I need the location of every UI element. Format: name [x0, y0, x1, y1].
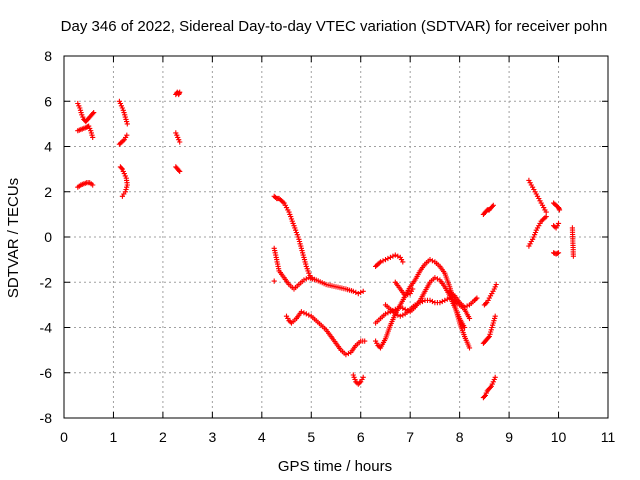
data-point-group-arc_g — [173, 89, 183, 98]
y-tick-label: -2 — [40, 274, 53, 290]
y-tick-label: 4 — [44, 139, 52, 155]
data-point-group-arc_u — [480, 202, 496, 217]
y-tick-label: 0 — [44, 229, 52, 245]
x-tick-label: 0 — [60, 429, 68, 445]
data-point-group-arc_y — [526, 177, 549, 215]
y-tick-label: -4 — [40, 320, 53, 336]
data-point-group-arc_h — [173, 130, 183, 145]
data-point-group-arc_aa — [551, 200, 563, 213]
y-tick-label: 8 — [44, 48, 52, 64]
data-point-group-arc_v — [481, 281, 499, 308]
x-tick-label: 4 — [258, 429, 266, 445]
data-point-group-arc_j — [271, 193, 314, 281]
x-tick-label: 1 — [110, 429, 118, 445]
x-tick-label: 6 — [357, 429, 365, 445]
data-point-group-arc_ac — [551, 250, 562, 257]
chart-title: Day 346 of 2022, Sidereal Day-to-day VTE… — [61, 18, 608, 35]
data-point-group-arc_b — [75, 123, 96, 140]
data-point-group-arc_c — [75, 180, 96, 190]
y-tick-label: 6 — [44, 93, 52, 109]
data-point-group-arc_ad — [569, 225, 576, 259]
grid-layer — [64, 56, 608, 418]
data-point-group-arc_m — [283, 309, 368, 358]
y-tick-label: -8 — [40, 410, 53, 426]
data-point-group-arc_z — [526, 214, 549, 249]
x-tick-label: 2 — [159, 429, 167, 445]
data-point-group-arc_i — [173, 164, 183, 174]
data-point-group-arc_n — [350, 372, 366, 387]
y-axis-label: SDTVAR / TECUs — [5, 178, 22, 298]
data-point-group-arc_t — [447, 288, 480, 310]
data-point-group-arc_k — [271, 245, 366, 297]
data-marks — [75, 89, 576, 401]
x-axis-label: GPS time / hours — [278, 458, 392, 475]
data-point-group-arc_d — [116, 98, 130, 127]
x-tick-label: 7 — [406, 429, 414, 445]
data-point-group-arc_l — [271, 278, 277, 284]
y-tick-label: 2 — [44, 184, 52, 200]
data-point-group-arc_w — [480, 313, 498, 346]
x-tick-label: 5 — [307, 429, 315, 445]
data-point-group-arc_ab — [551, 220, 562, 231]
x-tick-label: 9 — [505, 429, 513, 445]
data-point-group-arc_f — [117, 164, 130, 199]
axis-layer: 0 1 2 3 4 5 6 7 8 9 10 11 8 6 4 2 0 -2 -4 -6 -8 — [40, 48, 616, 445]
data-point-group-arc_e — [116, 132, 130, 147]
data-point-group-arc_o — [373, 252, 406, 269]
x-tick-label: 8 — [456, 429, 464, 445]
x-tick-label: 11 — [601, 429, 616, 445]
x-tick-label: 3 — [208, 429, 216, 445]
data-point-group-arc_x — [480, 374, 498, 401]
x-tick-label: 10 — [551, 429, 567, 445]
data-point-group-arc_a — [75, 100, 97, 125]
plot-frame — [63, 55, 609, 419]
y-tick-label: -6 — [40, 365, 53, 381]
data-point-group-arc_s — [392, 279, 416, 299]
